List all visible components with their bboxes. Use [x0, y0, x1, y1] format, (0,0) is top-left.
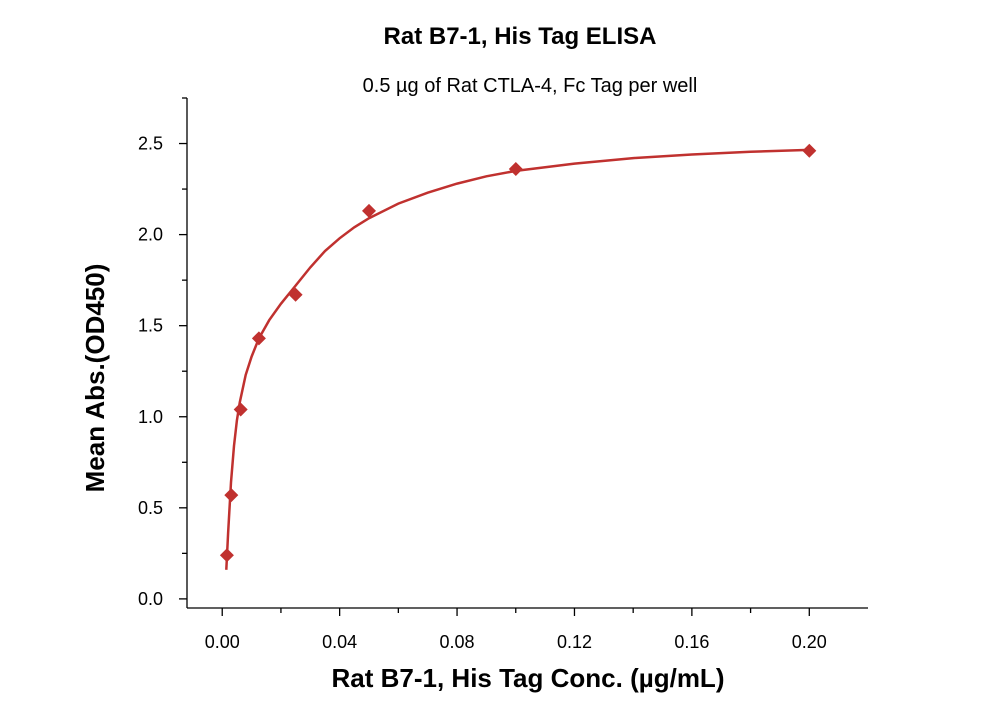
- data-point: [508, 162, 523, 176]
- y-tick-label: 1.0: [138, 407, 163, 427]
- x-tick-label: 0.16: [674, 632, 709, 652]
- data-point: [251, 331, 266, 346]
- data-point: [802, 143, 817, 158]
- fit-curve: [225, 148, 810, 570]
- y-axis-label: Mean Abs.(OD450): [80, 264, 110, 493]
- x-tick-label: 0.00: [205, 632, 240, 652]
- axes: [186, 98, 868, 609]
- y-axis-ticks: 0.0 0.5 1.0 1.5 2.0 2.5: [138, 97, 187, 609]
- y-tick-label: 2.5: [138, 134, 163, 154]
- chart-title: Rat B7-1, His Tag ELISA: [384, 23, 657, 50]
- y-tick-label: 1.5: [138, 316, 163, 336]
- data-point: [224, 488, 239, 503]
- x-axis-ticks: 0.00 0.04 0.08 0.12 0.16 0.20: [205, 608, 827, 652]
- x-tick-label: 0.04: [322, 632, 357, 652]
- chart-subtitle: 0.5 µg of Rat CTLA-4, Fc Tag per well: [363, 75, 698, 97]
- x-tick-label: 0.12: [557, 632, 592, 652]
- data-point: [219, 548, 234, 563]
- x-tick-label: 0.08: [440, 632, 475, 652]
- data-point: [362, 203, 376, 218]
- data-point: [233, 402, 248, 417]
- x-tick-label: 0.20: [792, 632, 827, 652]
- data-points: [219, 143, 817, 563]
- y-tick-label: 2.0: [138, 225, 163, 245]
- y-tick-label: 0.0: [138, 589, 163, 609]
- x-axis-label: Rat B7-1, His Tag Conc. (µg/mL): [332, 663, 725, 693]
- y-tick-label: 0.5: [138, 498, 163, 518]
- data-point: [288, 287, 303, 302]
